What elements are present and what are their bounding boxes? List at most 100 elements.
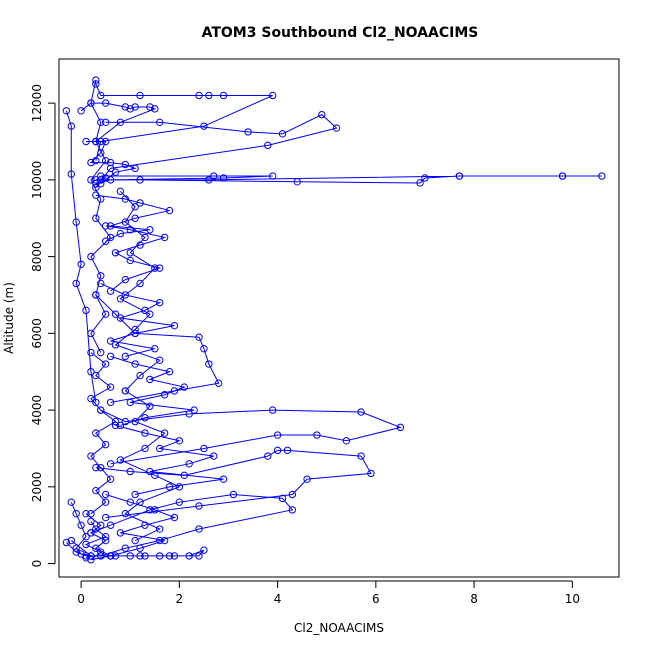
data-point: [141, 233, 149, 242]
series-profile-9k-fan: [92, 191, 174, 245]
data-point: [121, 103, 130, 111]
data-point: [156, 298, 164, 307]
x-tick-label: 2: [176, 592, 184, 606]
data-point: [116, 118, 125, 127]
data-point: [121, 417, 130, 426]
data-point: [244, 128, 252, 136]
data-point: [268, 91, 277, 100]
data-point: [156, 356, 164, 364]
data-point: [416, 179, 424, 187]
data-point: [101, 533, 110, 541]
data-point: [106, 337, 115, 345]
data-point: [101, 310, 110, 318]
data-point: [97, 406, 105, 414]
data-point: [92, 429, 100, 437]
data-point: [151, 105, 159, 113]
data-point: [87, 348, 95, 357]
series-line: [100, 175, 602, 184]
series-line: [115, 424, 224, 495]
data-point: [283, 446, 292, 455]
data-point: [92, 76, 100, 84]
data-point: [175, 483, 184, 491]
data-point: [205, 176, 213, 184]
data-point: [72, 218, 80, 226]
data-point: [146, 103, 154, 111]
data-point: [205, 91, 213, 100]
series-profile-core-c: [82, 509, 115, 564]
data-point: [160, 536, 169, 545]
series-profile-low-alt-left: [67, 498, 95, 562]
series-line: [90, 493, 294, 557]
data-point: [170, 513, 179, 522]
y-tick-label: 0: [30, 560, 44, 568]
data-point: [200, 345, 208, 353]
data-point: [195, 333, 203, 341]
data-point: [146, 506, 154, 514]
data-point: [116, 529, 125, 537]
data-point: [313, 431, 321, 439]
data-point: [97, 548, 105, 556]
data-point: [111, 249, 120, 257]
data-point: [367, 469, 375, 478]
data-point: [101, 490, 110, 499]
data-point: [87, 529, 95, 537]
data-point: [116, 229, 125, 238]
data-point: [160, 391, 169, 399]
data-point: [97, 279, 105, 288]
data-point: [87, 452, 95, 460]
data-point: [185, 460, 193, 468]
data-point: [396, 423, 405, 432]
data-point: [111, 421, 120, 430]
data-point: [146, 375, 154, 384]
data-point: [97, 91, 105, 100]
data-point: [136, 371, 144, 380]
data-point: [111, 417, 120, 426]
data-point: [82, 306, 90, 315]
data-point: [92, 137, 100, 146]
data-point: [318, 110, 326, 119]
data-point: [101, 513, 110, 522]
data-point: [136, 544, 144, 552]
data-point: [185, 552, 193, 560]
series-line: [90, 352, 117, 515]
data-point: [342, 437, 351, 445]
data-point: [156, 264, 164, 272]
data-point: [136, 199, 144, 207]
data-point: [92, 183, 100, 192]
data-point: [141, 444, 149, 453]
data-point: [126, 398, 134, 407]
series-line: [110, 355, 195, 426]
data-point: [357, 452, 365, 460]
series-profile-core-d: [111, 187, 164, 395]
data-point: [92, 191, 100, 199]
data-point: [273, 431, 282, 439]
data-point: [106, 164, 115, 173]
data-point: [101, 137, 110, 146]
x-tick-label: 10: [565, 592, 580, 606]
data-point: [131, 490, 139, 499]
data-point: [210, 452, 218, 460]
data-point: [101, 536, 110, 545]
data-point: [136, 241, 144, 249]
data-point: [278, 494, 287, 503]
data-point: [87, 552, 95, 560]
series-line: [84, 513, 113, 561]
data-point: [146, 402, 154, 410]
data-point: [598, 172, 606, 180]
x-axis-label: Cl2_NOAACIMS: [294, 621, 384, 635]
data-point: [210, 172, 218, 180]
data-point: [141, 414, 149, 422]
data-point: [170, 387, 179, 395]
data-point: [558, 172, 567, 180]
data-point: [72, 544, 80, 552]
data-point: [101, 237, 110, 245]
data-point: [126, 249, 134, 257]
data-point: [303, 475, 311, 483]
data-point: [288, 490, 297, 499]
data-point: [170, 552, 179, 560]
series-profile-left-edge: [62, 107, 100, 407]
data-point: [121, 352, 130, 361]
data-point: [160, 233, 169, 242]
data-point: [106, 398, 115, 407]
